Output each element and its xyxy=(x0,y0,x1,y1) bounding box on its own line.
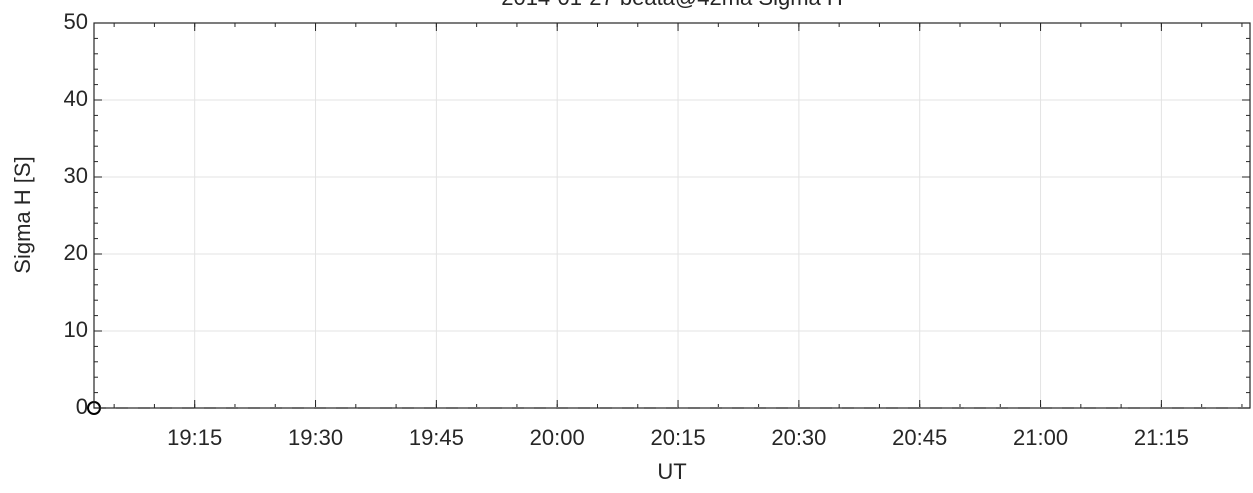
x-tick-label: 19:15 xyxy=(167,425,222,450)
x-axis-label: UT xyxy=(657,459,686,484)
x-tick-label: 20:45 xyxy=(892,425,947,450)
y-tick-label: 50 xyxy=(64,9,88,34)
x-tick-label: 20:00 xyxy=(530,425,585,450)
x-tick-label: 19:30 xyxy=(288,425,343,450)
chart-title: 2014-01-27 beata@42ma Sigma H xyxy=(501,0,843,10)
plot-frame xyxy=(93,22,1251,409)
y-tick-label: 0 xyxy=(76,394,88,419)
x-tick-label: 20:30 xyxy=(771,425,826,450)
y-tick-label: 20 xyxy=(64,240,88,265)
x-tick-label: 21:00 xyxy=(1013,425,1068,450)
y-tick-label: 30 xyxy=(64,163,88,188)
y-tick-label: 40 xyxy=(64,86,88,111)
x-tick-label: 19:45 xyxy=(409,425,464,450)
y-tick-label: 10 xyxy=(64,317,88,342)
x-tick-label: 20:15 xyxy=(651,425,706,450)
y-axis-label: Sigma H [S] xyxy=(10,156,35,273)
x-tick-label: 21:15 xyxy=(1134,425,1189,450)
